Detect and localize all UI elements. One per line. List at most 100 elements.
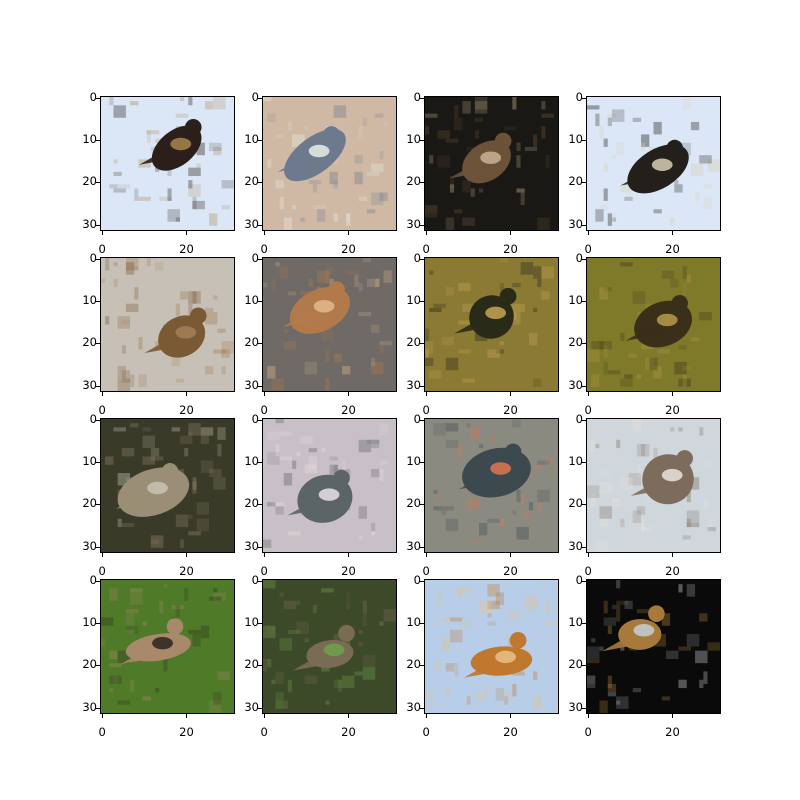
texture-patch — [524, 510, 529, 519]
texture-patch — [636, 464, 642, 478]
texture-patch — [125, 609, 139, 614]
texture-patch — [624, 374, 633, 379]
texture-patch — [366, 209, 376, 214]
texture-patch — [184, 448, 189, 457]
texture-patch — [466, 423, 471, 428]
texture-patch — [607, 625, 612, 635]
texture-patch — [445, 688, 450, 697]
texture-patch — [142, 427, 151, 432]
texture-patch — [150, 448, 160, 457]
texture-patch — [699, 155, 712, 164]
texture-patch — [325, 378, 330, 391]
texture-patch — [366, 278, 380, 288]
texture-patch — [312, 184, 318, 193]
texture-patch — [462, 378, 475, 383]
texture-patch — [707, 642, 720, 651]
texture-patch — [346, 213, 351, 222]
texture-patch — [661, 613, 671, 626]
y-tick-mark — [582, 707, 586, 709]
texture-patch — [653, 121, 662, 135]
x-tick-label: 20 — [341, 725, 356, 739]
bird-wing — [620, 168, 667, 186]
bird-head — [338, 624, 355, 642]
y-tick-mark — [420, 420, 424, 422]
texture-patch — [620, 646, 625, 651]
texture-patch — [479, 600, 492, 614]
texture-patch — [279, 431, 293, 436]
texture-patch — [179, 435, 193, 444]
image-frame — [262, 418, 397, 553]
y-tick-mark — [258, 420, 262, 422]
y-tick-label: 10 — [82, 454, 97, 469]
texture-patch — [379, 423, 388, 436]
texture-patch — [267, 658, 272, 668]
y-tick-mark — [258, 182, 262, 184]
image-frame — [424, 257, 559, 392]
texture-patch — [591, 493, 596, 507]
y-tick-mark — [258, 462, 262, 464]
texture-patch — [537, 217, 550, 230]
texture-patch — [620, 518, 625, 528]
bird-highlight — [661, 468, 683, 482]
x-tick-label: 0 — [260, 725, 268, 739]
bird-image — [263, 419, 396, 552]
texture-patch — [686, 489, 691, 503]
texture-patch — [379, 460, 388, 465]
bird-highlight — [308, 144, 330, 158]
texture-patch — [678, 646, 691, 651]
texture-patch — [441, 506, 455, 511]
texture-patch — [204, 101, 214, 110]
texture-patch — [628, 473, 642, 486]
bird-wing — [459, 472, 505, 490]
y-tick-mark — [258, 385, 262, 387]
x-tick-mark — [186, 714, 188, 718]
texture-patch — [470, 188, 475, 197]
image-background — [425, 580, 558, 713]
texture-patch — [620, 477, 633, 490]
texture-patch — [449, 617, 463, 622]
texture-patch — [346, 213, 351, 226]
texture-patch — [616, 439, 621, 449]
texture-patch — [292, 460, 297, 469]
texture-patch — [221, 180, 234, 189]
texture-patch — [105, 258, 110, 271]
texture-patch — [545, 621, 558, 626]
texture-patch — [371, 324, 380, 333]
texture-patch — [466, 497, 480, 511]
texture-patch — [167, 167, 172, 176]
texture-patch — [603, 345, 608, 358]
texture-patch — [695, 650, 708, 664]
x-tick-label: 20 — [341, 564, 356, 578]
texture-patch — [537, 278, 542, 288]
texture-patch — [607, 117, 612, 127]
x-tick-mark — [186, 231, 188, 235]
y-tick-mark — [420, 385, 424, 387]
bird-image — [425, 580, 558, 713]
x-tick-label: 0 — [260, 564, 268, 578]
texture-patch — [433, 658, 442, 672]
texture-patch — [487, 349, 500, 358]
texture-patch — [595, 539, 608, 552]
bird-highlight — [495, 650, 517, 664]
texture-patch — [275, 180, 284, 189]
bird-wing — [292, 653, 339, 671]
texture-patch — [524, 596, 538, 610]
texture-patch — [146, 130, 151, 143]
texture-patch — [325, 349, 330, 362]
texture-patch — [653, 209, 662, 214]
texture-patch — [138, 336, 143, 350]
texture-patch — [636, 609, 650, 614]
x-tick-mark — [588, 553, 590, 557]
texture-patch — [125, 625, 139, 635]
y-tick-mark — [582, 462, 586, 464]
texture-patch — [354, 671, 363, 676]
texture-patch — [130, 679, 135, 693]
texture-patch — [358, 282, 363, 292]
texture-patch — [599, 126, 604, 139]
texture-patch — [192, 481, 197, 494]
y-tick-label: 30 — [82, 538, 97, 553]
texture-patch — [325, 700, 330, 705]
texture-patch — [192, 200, 205, 210]
y-tick-mark — [96, 462, 100, 464]
texture-patch — [425, 357, 434, 367]
